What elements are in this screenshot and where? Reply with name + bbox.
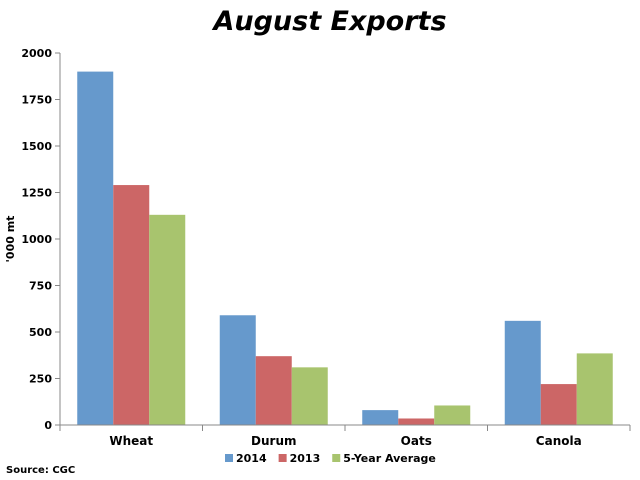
bar-canola-1	[540, 384, 577, 425]
y-axis-ticks: 0 250 500 750 1000 1250 1500 1750 2000	[21, 47, 60, 432]
bar-oats-0	[362, 410, 399, 425]
bar-canola-0	[504, 320, 541, 425]
y-tick-label: 1250	[21, 187, 52, 200]
legend-swatch-0	[225, 454, 233, 462]
y-tick-label: 750	[29, 280, 52, 293]
y-tick-label: 250	[29, 373, 52, 386]
legend: 2014 2013 5-Year Average	[225, 452, 436, 465]
bar-wheat-0	[77, 71, 114, 425]
y-tick-label: 1750	[21, 94, 52, 107]
bar-oats-2	[434, 405, 471, 425]
bar-durum-1	[255, 356, 292, 425]
x-axis-labels: Wheat Durum Oats Canola	[109, 434, 581, 448]
x-category-label: Oats	[401, 434, 432, 448]
bars	[77, 71, 613, 425]
y-tick-label: 500	[29, 326, 52, 339]
x-category-label: Wheat	[109, 434, 153, 448]
axes	[59, 53, 631, 431]
chart-title: August Exports	[211, 6, 446, 37]
x-category-label: Canola	[536, 434, 582, 448]
y-tick-label: 1000	[21, 233, 52, 246]
legend-swatch-1	[278, 454, 287, 462]
bar-wheat-1	[113, 185, 150, 425]
bar-wheat-2	[149, 214, 186, 425]
legend-label: 2013	[290, 452, 321, 465]
source-note: Source: CGC	[6, 465, 75, 476]
bar-durum-0	[219, 315, 256, 425]
y-tick-label: 1500	[21, 140, 52, 153]
legend-swatch-2	[332, 454, 341, 462]
bar-durum-2	[291, 367, 328, 425]
x-category-label: Durum	[251, 434, 296, 448]
y-tick-label: 0	[44, 419, 52, 432]
y-tick-label: 2000	[21, 47, 52, 60]
legend-label: 2014	[236, 452, 267, 465]
bar-oats-1	[398, 418, 435, 425]
legend-label: 5-Year Average	[343, 452, 436, 465]
y-axis-label: '000 mt	[4, 216, 17, 263]
bar-canola-2	[576, 353, 613, 425]
